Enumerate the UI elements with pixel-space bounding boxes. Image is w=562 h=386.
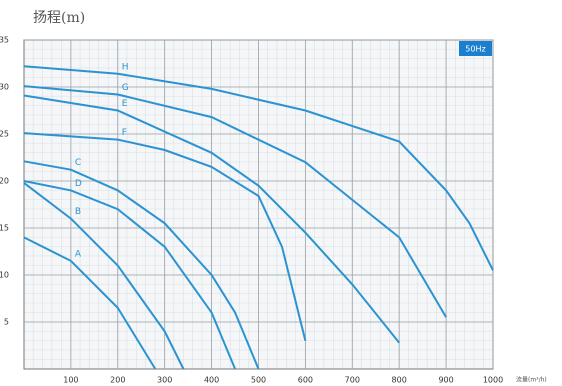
curve <box>23 132 307 342</box>
curve <box>23 94 400 344</box>
badge-bg <box>459 41 492 56</box>
x-tick-label: 700 <box>345 376 360 385</box>
curve-label: H <box>122 62 129 72</box>
curve-label: A <box>75 249 82 259</box>
y-tick-label: 20 <box>0 177 9 186</box>
x-tick-label: 900 <box>438 376 453 385</box>
curve-label: E <box>122 99 128 109</box>
x-tick-label: 300 <box>157 376 172 385</box>
curve-label: C <box>75 158 81 168</box>
chart-title: 扬程(m) <box>33 10 85 26</box>
y-tick-label: 15 <box>0 224 9 233</box>
curve <box>23 180 237 370</box>
curve <box>23 160 260 370</box>
x-tick-label: 1000 <box>483 376 503 385</box>
x-tick-label: 400 <box>204 376 219 385</box>
x-axis-label: 流量(m³/h) <box>516 376 547 384</box>
y-tick-label: 10 <box>0 271 9 280</box>
x-tick-label: 600 <box>298 376 313 385</box>
curve <box>23 65 494 271</box>
curve-label: F <box>122 128 127 138</box>
y-tick-label: 25 <box>0 130 9 139</box>
curve-label: D <box>75 179 82 189</box>
x-tick-label: 100 <box>63 376 78 385</box>
x-tick-label: 800 <box>392 376 407 385</box>
x-tick-label: 500 <box>251 376 266 385</box>
y-tick-label: 35 <box>0 36 9 45</box>
curve <box>23 85 447 318</box>
curve-label: G <box>122 83 129 93</box>
curve <box>23 236 157 370</box>
badge: 50Hz <box>465 45 485 54</box>
curve <box>23 182 185 370</box>
curve-label: B <box>75 207 81 217</box>
y-tick-label: 30 <box>0 83 9 92</box>
x-tick-label: 200 <box>110 376 125 385</box>
y-tick-label: 5 <box>4 318 9 327</box>
